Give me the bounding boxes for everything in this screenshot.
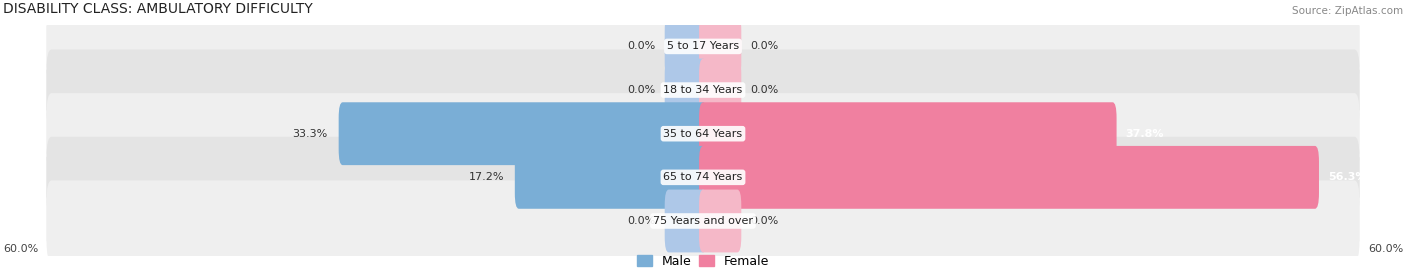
FancyBboxPatch shape bbox=[665, 59, 707, 122]
Text: 17.2%: 17.2% bbox=[468, 172, 503, 182]
FancyBboxPatch shape bbox=[515, 146, 707, 209]
Text: 0.0%: 0.0% bbox=[627, 41, 657, 51]
Text: 75 Years and over: 75 Years and over bbox=[652, 216, 754, 226]
FancyBboxPatch shape bbox=[46, 157, 1360, 198]
FancyBboxPatch shape bbox=[46, 26, 1360, 67]
FancyBboxPatch shape bbox=[699, 59, 741, 122]
Text: 0.0%: 0.0% bbox=[749, 85, 779, 95]
FancyBboxPatch shape bbox=[46, 93, 1360, 174]
Text: 65 to 74 Years: 65 to 74 Years bbox=[664, 172, 742, 182]
Text: 56.3%: 56.3% bbox=[1327, 172, 1367, 182]
FancyBboxPatch shape bbox=[46, 137, 1360, 218]
Text: 60.0%: 60.0% bbox=[3, 244, 38, 254]
FancyBboxPatch shape bbox=[339, 102, 707, 165]
Text: 5 to 17 Years: 5 to 17 Years bbox=[666, 41, 740, 51]
FancyBboxPatch shape bbox=[699, 102, 1116, 165]
Legend: Male, Female: Male, Female bbox=[637, 255, 769, 268]
FancyBboxPatch shape bbox=[699, 146, 1319, 209]
FancyBboxPatch shape bbox=[46, 180, 1360, 261]
FancyBboxPatch shape bbox=[46, 201, 1360, 241]
Text: 18 to 34 Years: 18 to 34 Years bbox=[664, 85, 742, 95]
Text: 35 to 64 Years: 35 to 64 Years bbox=[664, 129, 742, 139]
Text: 0.0%: 0.0% bbox=[749, 41, 779, 51]
FancyBboxPatch shape bbox=[665, 190, 707, 252]
Text: DISABILITY CLASS: AMBULATORY DIFFICULTY: DISABILITY CLASS: AMBULATORY DIFFICULTY bbox=[3, 2, 312, 16]
Text: 0.0%: 0.0% bbox=[627, 85, 657, 95]
Text: 60.0%: 60.0% bbox=[1368, 244, 1403, 254]
FancyBboxPatch shape bbox=[665, 15, 707, 78]
Text: Source: ZipAtlas.com: Source: ZipAtlas.com bbox=[1292, 6, 1403, 16]
Text: 33.3%: 33.3% bbox=[292, 129, 328, 139]
FancyBboxPatch shape bbox=[46, 6, 1360, 87]
Text: 37.8%: 37.8% bbox=[1125, 129, 1164, 139]
FancyBboxPatch shape bbox=[699, 15, 741, 78]
Text: 0.0%: 0.0% bbox=[627, 216, 657, 226]
FancyBboxPatch shape bbox=[46, 70, 1360, 110]
FancyBboxPatch shape bbox=[46, 49, 1360, 131]
Text: 0.0%: 0.0% bbox=[749, 216, 779, 226]
FancyBboxPatch shape bbox=[46, 114, 1360, 154]
FancyBboxPatch shape bbox=[699, 190, 741, 252]
